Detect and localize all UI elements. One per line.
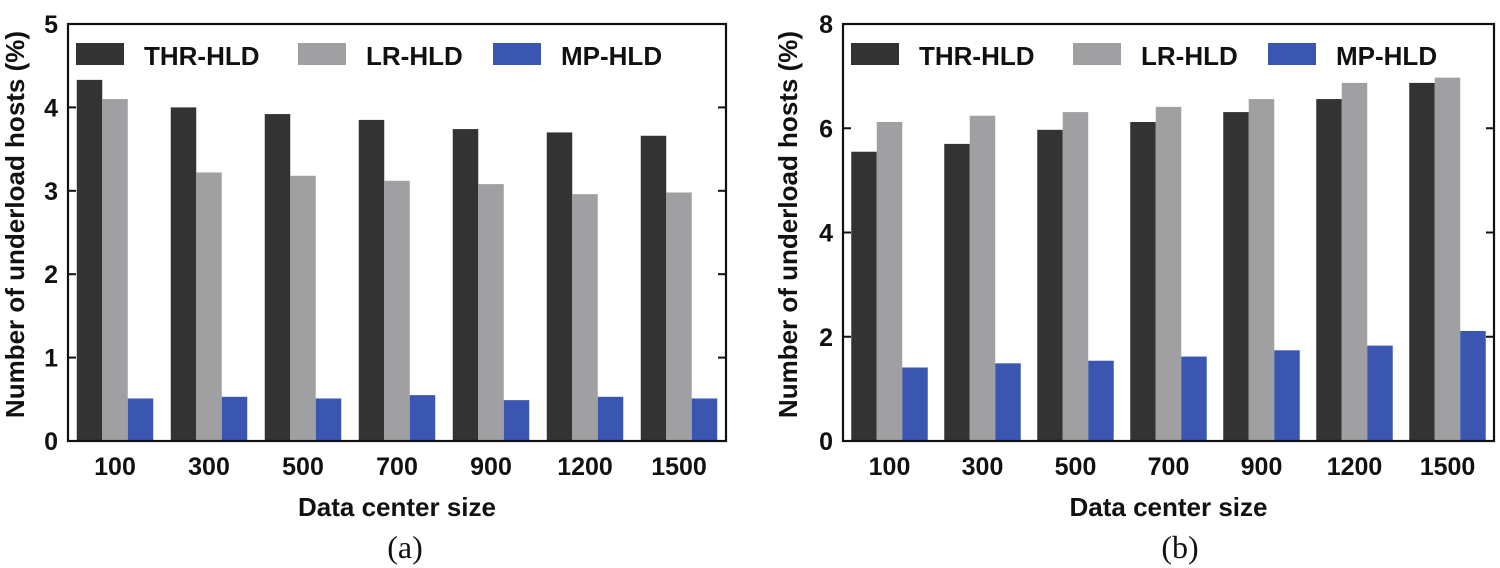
x-tick-label: 300 bbox=[962, 453, 1004, 481]
bar-mp-hld-100 bbox=[902, 367, 928, 441]
panel-caption: (a) bbox=[387, 529, 423, 565]
x-axis-title: Data center size bbox=[1070, 492, 1268, 522]
y-axis-title: Number of underload hosts (%) bbox=[0, 31, 30, 418]
y-tick-label: 4 bbox=[819, 220, 833, 248]
bar-mp-hld-1200 bbox=[597, 396, 624, 441]
bar-lr-hld-100 bbox=[876, 122, 903, 441]
bar-thr-hld-500 bbox=[264, 114, 291, 441]
x-tick-label: 100 bbox=[869, 453, 911, 481]
legend-label-mp-hld: MP-HLD bbox=[561, 41, 662, 71]
bar-thr-hld-700 bbox=[358, 119, 385, 441]
bar-lr-hld-1500 bbox=[666, 192, 692, 441]
bar-thr-hld-1500 bbox=[640, 135, 667, 441]
x-tick-label: 900 bbox=[1241, 453, 1283, 481]
chart-panel-b: 100 300 500 700 900 1200 1500 0 2 4 6 8 THR-HLD LR-HL… bbox=[773, 11, 1496, 565]
bar-lr-hld-900 bbox=[1248, 99, 1275, 441]
plot-frame bbox=[66, 22, 728, 443]
x-tick-label: 1500 bbox=[651, 453, 707, 481]
legend: THR-HLD LR-HLD MP-HLD bbox=[851, 41, 1437, 71]
legend-swatch-lr-hld bbox=[1073, 43, 1121, 65]
x-tick-label: 500 bbox=[1055, 453, 1097, 481]
x-tick-label: 900 bbox=[470, 453, 512, 481]
y-tick-label: 0 bbox=[819, 428, 833, 456]
bar-mp-hld-900 bbox=[1274, 350, 1300, 441]
legend-swatch-mp-hld bbox=[1268, 43, 1316, 65]
bar-mp-hld-1200 bbox=[1367, 345, 1393, 441]
y-axis-title: Number of underload hosts (%) bbox=[773, 31, 803, 418]
bar-thr-hld-700 bbox=[1130, 122, 1156, 441]
legend-label-mp-hld: MP-HLD bbox=[1336, 41, 1437, 71]
y-tick-label: 1 bbox=[44, 345, 58, 373]
y-tick-label: 0 bbox=[44, 428, 58, 456]
x-tick-label: 700 bbox=[1148, 453, 1190, 481]
bar-thr-hld-900 bbox=[1223, 112, 1249, 441]
x-tick-label: 500 bbox=[282, 453, 324, 481]
bar-mp-hld-100 bbox=[127, 398, 154, 441]
bar-thr-hld-100 bbox=[76, 79, 103, 441]
x-tick-label: 1500 bbox=[1420, 453, 1476, 481]
y-tick-label: 6 bbox=[819, 115, 833, 143]
bar-mp-hld-700 bbox=[409, 395, 436, 441]
bar-thr-hld-300 bbox=[944, 143, 970, 441]
legend-swatch-thr-hld bbox=[76, 43, 124, 65]
legend-swatch-mp-hld bbox=[493, 43, 541, 65]
bar-mp-hld-1500 bbox=[1460, 331, 1486, 441]
x-tick-label: 100 bbox=[94, 453, 136, 481]
legend-label-thr-hld: THR-HLD bbox=[919, 41, 1035, 71]
bar-mp-hld-500 bbox=[315, 398, 342, 441]
bar-lr-hld-1200 bbox=[1341, 82, 1368, 442]
y-tick-label: 8 bbox=[819, 11, 833, 39]
bar-mp-hld-300 bbox=[995, 363, 1021, 441]
legend-swatch-lr-hld bbox=[298, 43, 346, 65]
bar-lr-hld-500 bbox=[1062, 112, 1089, 441]
legend-label-thr-hld: THR-HLD bbox=[144, 41, 260, 71]
bar-thr-hld-100 bbox=[851, 151, 877, 441]
bar-lr-hld-300 bbox=[969, 115, 996, 442]
bar-lr-hld-900 bbox=[478, 184, 504, 441]
bar-lr-hld-100 bbox=[102, 99, 128, 441]
bar-thr-hld-1200 bbox=[546, 132, 573, 442]
legend-label-lr-hld: LR-HLD bbox=[1141, 41, 1238, 71]
chart-panel-a: 100 300 500 700 900 1200 1500 0 1 2 3 4 5 THR-HLD LR-H… bbox=[0, 11, 728, 565]
bar-mp-hld-300 bbox=[221, 396, 248, 441]
bar-lr-hld-700 bbox=[384, 180, 410, 442]
bar-thr-hld-900 bbox=[452, 129, 479, 441]
x-tick-label: 1200 bbox=[557, 453, 613, 481]
y-tick-label: 2 bbox=[44, 261, 58, 289]
legend-swatch-thr-hld bbox=[851, 43, 899, 65]
bar-thr-hld-500 bbox=[1037, 129, 1063, 441]
bar-lr-hld-300 bbox=[196, 172, 222, 441]
bar-thr-hld-300 bbox=[170, 107, 197, 442]
bar-thr-hld-1500 bbox=[1409, 82, 1435, 442]
x-tick-label: 1200 bbox=[1327, 453, 1383, 481]
y-tick-label: 5 bbox=[44, 11, 58, 39]
bar-thr-hld-1200 bbox=[1316, 99, 1342, 441]
legend: THR-HLD LR-HLD MP-HLD bbox=[76, 41, 662, 71]
bar-mp-hld-1500 bbox=[691, 398, 718, 441]
bar-mp-hld-900 bbox=[503, 400, 530, 441]
panel-caption: (b) bbox=[1161, 529, 1198, 565]
bar-lr-hld-500 bbox=[290, 175, 316, 442]
y-tick-label: 4 bbox=[44, 94, 58, 122]
y-tick-label: 2 bbox=[819, 324, 833, 352]
bar-mp-hld-700 bbox=[1181, 356, 1207, 441]
x-tick-label: 300 bbox=[188, 453, 230, 481]
bar-lr-hld-1200 bbox=[572, 194, 598, 441]
x-tick-label: 700 bbox=[376, 453, 418, 481]
bar-lr-hld-1500 bbox=[1434, 77, 1461, 441]
x-axis-title: Data center size bbox=[298, 492, 496, 522]
bar-lr-hld-700 bbox=[1155, 106, 1182, 441]
y-tick-label: 3 bbox=[44, 178, 58, 206]
bar-mp-hld-500 bbox=[1088, 360, 1114, 441]
legend-label-lr-hld: LR-HLD bbox=[366, 41, 463, 71]
plot-frame bbox=[841, 22, 1496, 443]
